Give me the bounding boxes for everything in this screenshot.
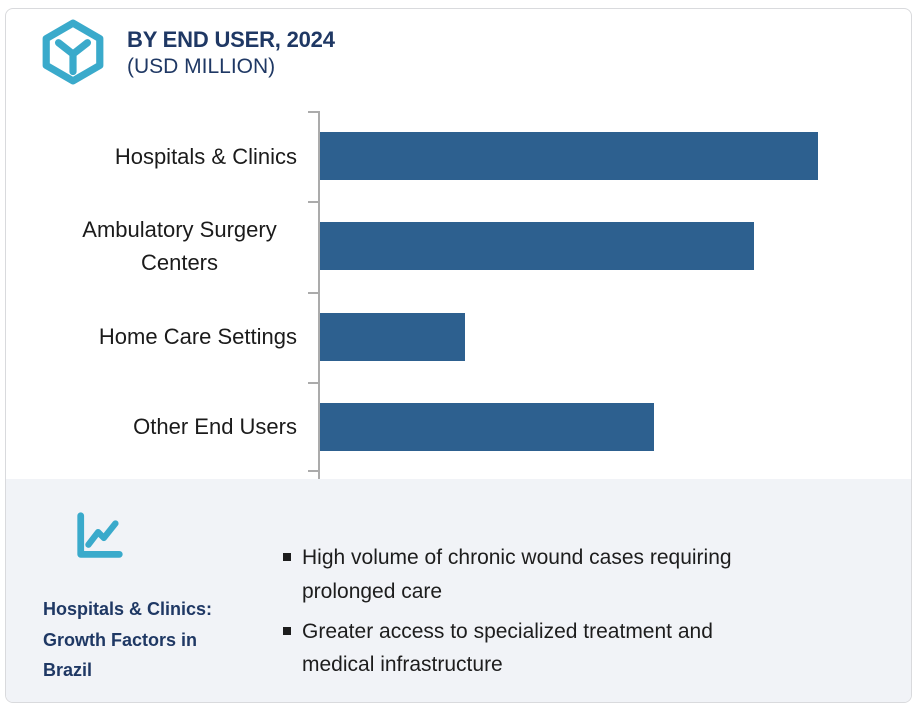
insight-bullet-text: Greater access to specialized treatment … (302, 615, 713, 682)
square-bullet-icon (283, 553, 291, 562)
category-label-cell: Hospitals & Clinics (6, 111, 318, 201)
insight-bullet-item: Greater access to specialized treatment … (283, 615, 891, 682)
chart-subtitle: (USD MILLION) (127, 55, 276, 78)
chart-title-block: BY END USER, 2024 (USD MILLION) (127, 24, 335, 80)
bar-plot-cell (318, 382, 896, 472)
bar (320, 402, 654, 451)
y-axis-line (308, 111, 320, 480)
category-label: Ambulatory Surgery Centers (82, 217, 277, 276)
bar-row: Home Care Settings (6, 292, 896, 382)
cube-hexagon-icon (41, 18, 105, 86)
category-label: Home Care Settings (98, 324, 297, 350)
bar-plot-cell (318, 201, 896, 291)
axis-tick (308, 292, 318, 294)
bar (320, 132, 819, 181)
insight-bullet-item: High volume of chronic wound cases requi… (283, 541, 891, 608)
insight-bullet-line: medical infrastructure (302, 653, 503, 677)
category-label-cell: Home Care Settings (6, 292, 318, 382)
bar-plot-cell (318, 111, 896, 201)
insight-title: Hospitals & Clinics: Growth Factors in B… (43, 599, 213, 681)
insight-bullet-line: prolonged care (302, 579, 443, 603)
chart-title: BY END USER, 2024 (127, 27, 335, 52)
bar-rows: Hospitals & Clinics Ambulatory Surgery C… (6, 111, 896, 472)
category-label: Other End Users (133, 414, 297, 440)
square-bullet-icon (283, 626, 291, 635)
axis-tick (308, 201, 318, 203)
category-label-cell: Ambulatory Surgery Centers (6, 201, 318, 291)
insight-panel: Hospitals & Clinics: Growth Factors in B… (6, 479, 911, 702)
insight-bullet-line: Greater access to specialized treatment … (302, 619, 713, 643)
bar (320, 222, 754, 271)
axis-tick (308, 470, 318, 472)
category-label-cell: Other End Users (6, 382, 318, 472)
insight-bullet-list: High volume of chronic wound cases requi… (243, 479, 911, 702)
bar-plot-cell (318, 292, 896, 382)
insight-bullet-line: High volume of chronic wound cases requi… (302, 546, 732, 570)
line-chart-icon (73, 509, 243, 568)
insight-bullet-text: High volume of chronic wound cases requi… (302, 541, 732, 608)
end-user-chart-card: BY END USER, 2024 (USD MILLION) Hospital… (5, 8, 912, 703)
bar-row: Hospitals & Clinics (6, 111, 896, 201)
axis-tick (308, 111, 318, 113)
category-label: Hospitals & Clinics (114, 143, 297, 169)
chart-header: BY END USER, 2024 (USD MILLION) (41, 18, 335, 86)
insight-panel-left: Hospitals & Clinics: Growth Factors in B… (43, 479, 243, 702)
bar-row: Other End Users (6, 382, 896, 472)
bar-row: Ambulatory Surgery Centers (6, 201, 896, 291)
bar (320, 312, 465, 361)
axis-tick (308, 382, 318, 384)
bar-chart: Hospitals & Clinics Ambulatory Surgery C… (6, 111, 896, 480)
